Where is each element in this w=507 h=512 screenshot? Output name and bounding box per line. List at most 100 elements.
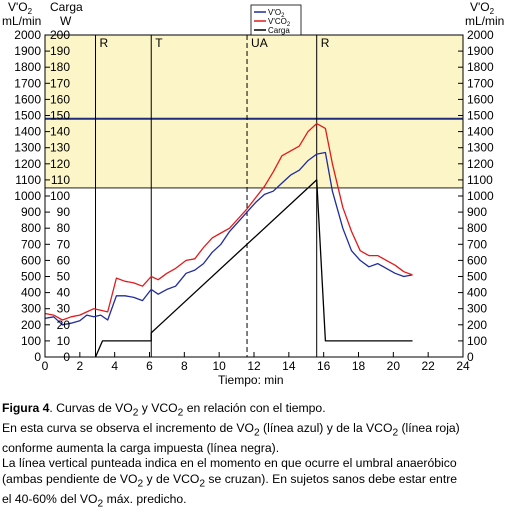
y-tick-label-left-11: 1100: [15, 173, 41, 187]
y-tick-label-left-13: 1300: [14, 141, 41, 155]
load-tick-label-12: 120: [50, 157, 70, 171]
y-tick-label-right-6: 600: [467, 253, 487, 267]
y-tick-label-left-15: 1500: [14, 109, 41, 123]
load-tick-label-18: 180: [50, 60, 70, 74]
y-tick-label-right-5: 500: [467, 270, 487, 284]
y-tick-label-left-20: 2000: [14, 28, 41, 42]
vertical-marker-label-3: R: [321, 36, 330, 50]
y-tick-label-right-20: 2000: [467, 28, 494, 42]
y-tick-label-right-12: 1200: [467, 157, 494, 171]
y-tick-label-right-13: 1300: [467, 141, 494, 155]
legend-label-vco2: V'CO2: [268, 17, 291, 28]
vertical-marker-label-0: R: [100, 36, 109, 50]
y-tick-label-left-9: 900: [21, 205, 41, 219]
figure-caption: Figura 4. Curvas de VO2 y VCO2 en relaci…: [2, 401, 505, 512]
load-tick-label-15: 150: [50, 109, 70, 123]
shaded-band: [45, 35, 463, 188]
y-tick-label-left-18: 1800: [14, 60, 41, 74]
right-axis-unit-label: V'O2: [470, 0, 495, 16]
load-tick-label-5: 50: [57, 270, 71, 284]
y-tick-label-right-3: 300: [467, 302, 487, 316]
y-tick-label-left-1: 100: [21, 334, 41, 348]
y-tick-label-left-2: 200: [21, 318, 41, 332]
load-tick-label-2: 20: [57, 318, 71, 332]
load-tick-label-9: 90: [57, 205, 71, 219]
y-tick-label-left-7: 700: [21, 237, 41, 251]
load-tick-label-6: 60: [57, 253, 71, 267]
band-layer: R T UA R: [45, 35, 463, 357]
y-tick-label-left-6: 600: [21, 253, 41, 267]
y-tick-label-right-15: 1500: [467, 109, 494, 123]
load-tick-label-19: 190: [50, 44, 70, 58]
series-line-vco2: [44, 122, 413, 321]
legend-label-carga: Carga: [268, 26, 290, 35]
load-tick-label-16: 160: [50, 92, 70, 106]
x-tick-label-12: 24: [456, 359, 470, 373]
load-tick-label-17: 170: [50, 76, 70, 90]
y-tick-label-right-1: 100: [467, 334, 487, 348]
y-tick-label-right-17: 1700: [467, 76, 494, 90]
line-layer: [44, 122, 413, 358]
caption-line-3: conforme aumenta la carga impuesta (líne…: [2, 440, 280, 455]
x-tick-label-5: 10: [212, 359, 226, 373]
load-tick-label-20: 200: [50, 28, 70, 42]
caption-line-5: (ambas pendiente de VO2 y de VCO2 se cru…: [2, 471, 458, 490]
x-tick-label-2: 4: [111, 359, 118, 373]
y-tick-label-right-0: 0: [467, 350, 474, 364]
y-tick-label-right-11: 1100: [467, 173, 493, 187]
series-line-vo2: [44, 151, 413, 326]
load-tick-label-14: 140: [50, 125, 70, 139]
y-tick-label-right-18: 1800: [467, 60, 494, 74]
legend-label-vo2: V'O2: [268, 8, 285, 19]
left-axis-unit-line2: mL/min: [2, 14, 41, 28]
y-tick-label-right-2: 200: [467, 318, 487, 332]
x-tick-label-10: 20: [387, 359, 401, 373]
y-tick-label-left-16: 1600: [14, 92, 41, 106]
load-axis-unit: W: [60, 14, 72, 28]
y-tick-label-right-8: 800: [467, 221, 487, 235]
left-axis-unit-label: V'O2: [8, 0, 33, 16]
y-tick-label-left-17: 1700: [14, 76, 41, 90]
right-axis-unit-line2: mL/min: [465, 14, 504, 28]
y-tick-label-right-7: 700: [467, 237, 487, 251]
load-tick-label-3: 30: [57, 302, 71, 316]
y-tick-label-right-9: 900: [467, 205, 487, 219]
x-tick-label-4: 8: [181, 359, 188, 373]
load-tick-label-0: 0: [63, 350, 70, 364]
y-tick-label-right-14: 1400: [467, 125, 494, 139]
load-tick-label-4: 40: [57, 286, 71, 300]
x-tick-label-1: 2: [76, 359, 83, 373]
y-tick-label-left-4: 400: [21, 286, 41, 300]
x-axis-label: Tiempo: min: [218, 373, 284, 387]
legend: V'O2 V'CO2 Carga: [250, 4, 302, 36]
y-tick-label-left-3: 300: [21, 302, 41, 316]
y-tick-label-left-10: 1000: [14, 189, 41, 203]
load-tick-label-7: 70: [57, 237, 71, 251]
y-tick-label-left-0: 0: [34, 350, 41, 364]
caption-line-1: Figura 4. Curvas de VO2 y VCO2 en relaci…: [2, 401, 326, 419]
series-line-carga: [94, 179, 413, 358]
caption-line-2: En esta curva se observa el incremento d…: [2, 420, 460, 439]
x-tick-label-3: 6: [146, 359, 153, 373]
y-tick-label-right-4: 400: [467, 286, 487, 300]
load-tick-label-8: 80: [57, 221, 71, 235]
y-tick-label-right-10: 1000: [467, 189, 494, 203]
y-tick-label-left-19: 1900: [14, 44, 41, 58]
load-tick-label-10: 100: [50, 189, 70, 203]
x-tick-label-6: 12: [247, 359, 261, 373]
y-tick-label-left-8: 800: [21, 221, 41, 235]
load-axis-label: Carga: [50, 0, 83, 14]
x-tick-label-8: 16: [317, 359, 331, 373]
x-tick-label-0: 0: [42, 359, 49, 373]
x-tick-label-11: 22: [421, 359, 435, 373]
load-tick-label-11: 110: [51, 173, 70, 187]
y-tick-label-left-5: 500: [21, 270, 41, 284]
y-tick-label-left-14: 1400: [14, 125, 41, 139]
vertical-marker-label-1: T: [155, 36, 163, 50]
x-tick-label-7: 14: [282, 359, 296, 373]
vertical-marker-label-2: UA: [251, 36, 268, 50]
y-tick-label-right-16: 1600: [467, 92, 494, 106]
y-tick-label-right-19: 1900: [467, 44, 494, 58]
